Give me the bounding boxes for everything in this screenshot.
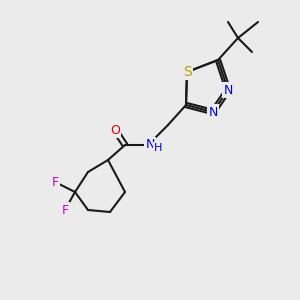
Text: O: O bbox=[110, 124, 120, 136]
Text: S: S bbox=[183, 65, 191, 79]
Text: N: N bbox=[223, 83, 233, 97]
Text: N: N bbox=[208, 106, 218, 118]
Text: H: H bbox=[154, 143, 162, 153]
Text: N: N bbox=[145, 139, 155, 152]
Text: F: F bbox=[61, 203, 69, 217]
Text: F: F bbox=[51, 176, 58, 188]
